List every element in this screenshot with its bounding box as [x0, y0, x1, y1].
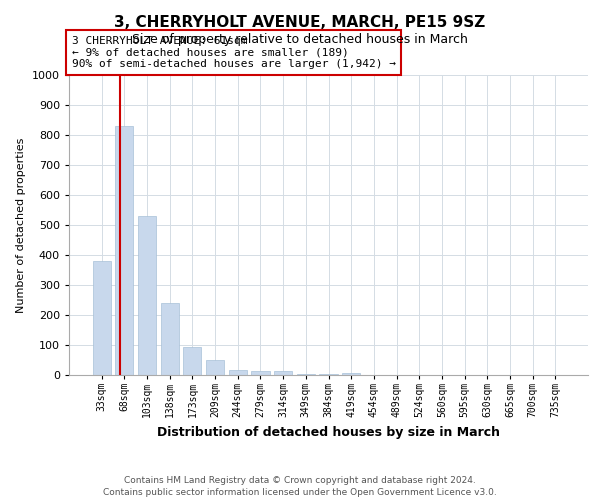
Bar [115, 126, 133, 375]
Bar [319, 374, 338, 375]
Bar [92, 261, 111, 375]
Bar [297, 374, 315, 375]
Bar [229, 370, 247, 375]
Text: Contains public sector information licensed under the Open Government Licence v3: Contains public sector information licen… [103, 488, 497, 497]
Bar [342, 372, 360, 375]
Bar [274, 372, 292, 375]
Bar [184, 346, 202, 375]
Bar [161, 303, 179, 375]
Text: Size of property relative to detached houses in March: Size of property relative to detached ho… [132, 32, 468, 46]
X-axis label: Distribution of detached houses by size in March: Distribution of detached houses by size … [157, 426, 500, 438]
Text: 3, CHERRYHOLT AVENUE, MARCH, PE15 9SZ: 3, CHERRYHOLT AVENUE, MARCH, PE15 9SZ [115, 15, 485, 30]
Text: 3 CHERRYHOLT AVENUE: 61sqm
← 9% of detached houses are smaller (189)
90% of semi: 3 CHERRYHOLT AVENUE: 61sqm ← 9% of detac… [71, 36, 395, 69]
Y-axis label: Number of detached properties: Number of detached properties [16, 138, 26, 312]
Bar [251, 372, 269, 375]
Bar [206, 360, 224, 375]
Bar [138, 216, 156, 375]
Text: Contains HM Land Registry data © Crown copyright and database right 2024.: Contains HM Land Registry data © Crown c… [124, 476, 476, 485]
